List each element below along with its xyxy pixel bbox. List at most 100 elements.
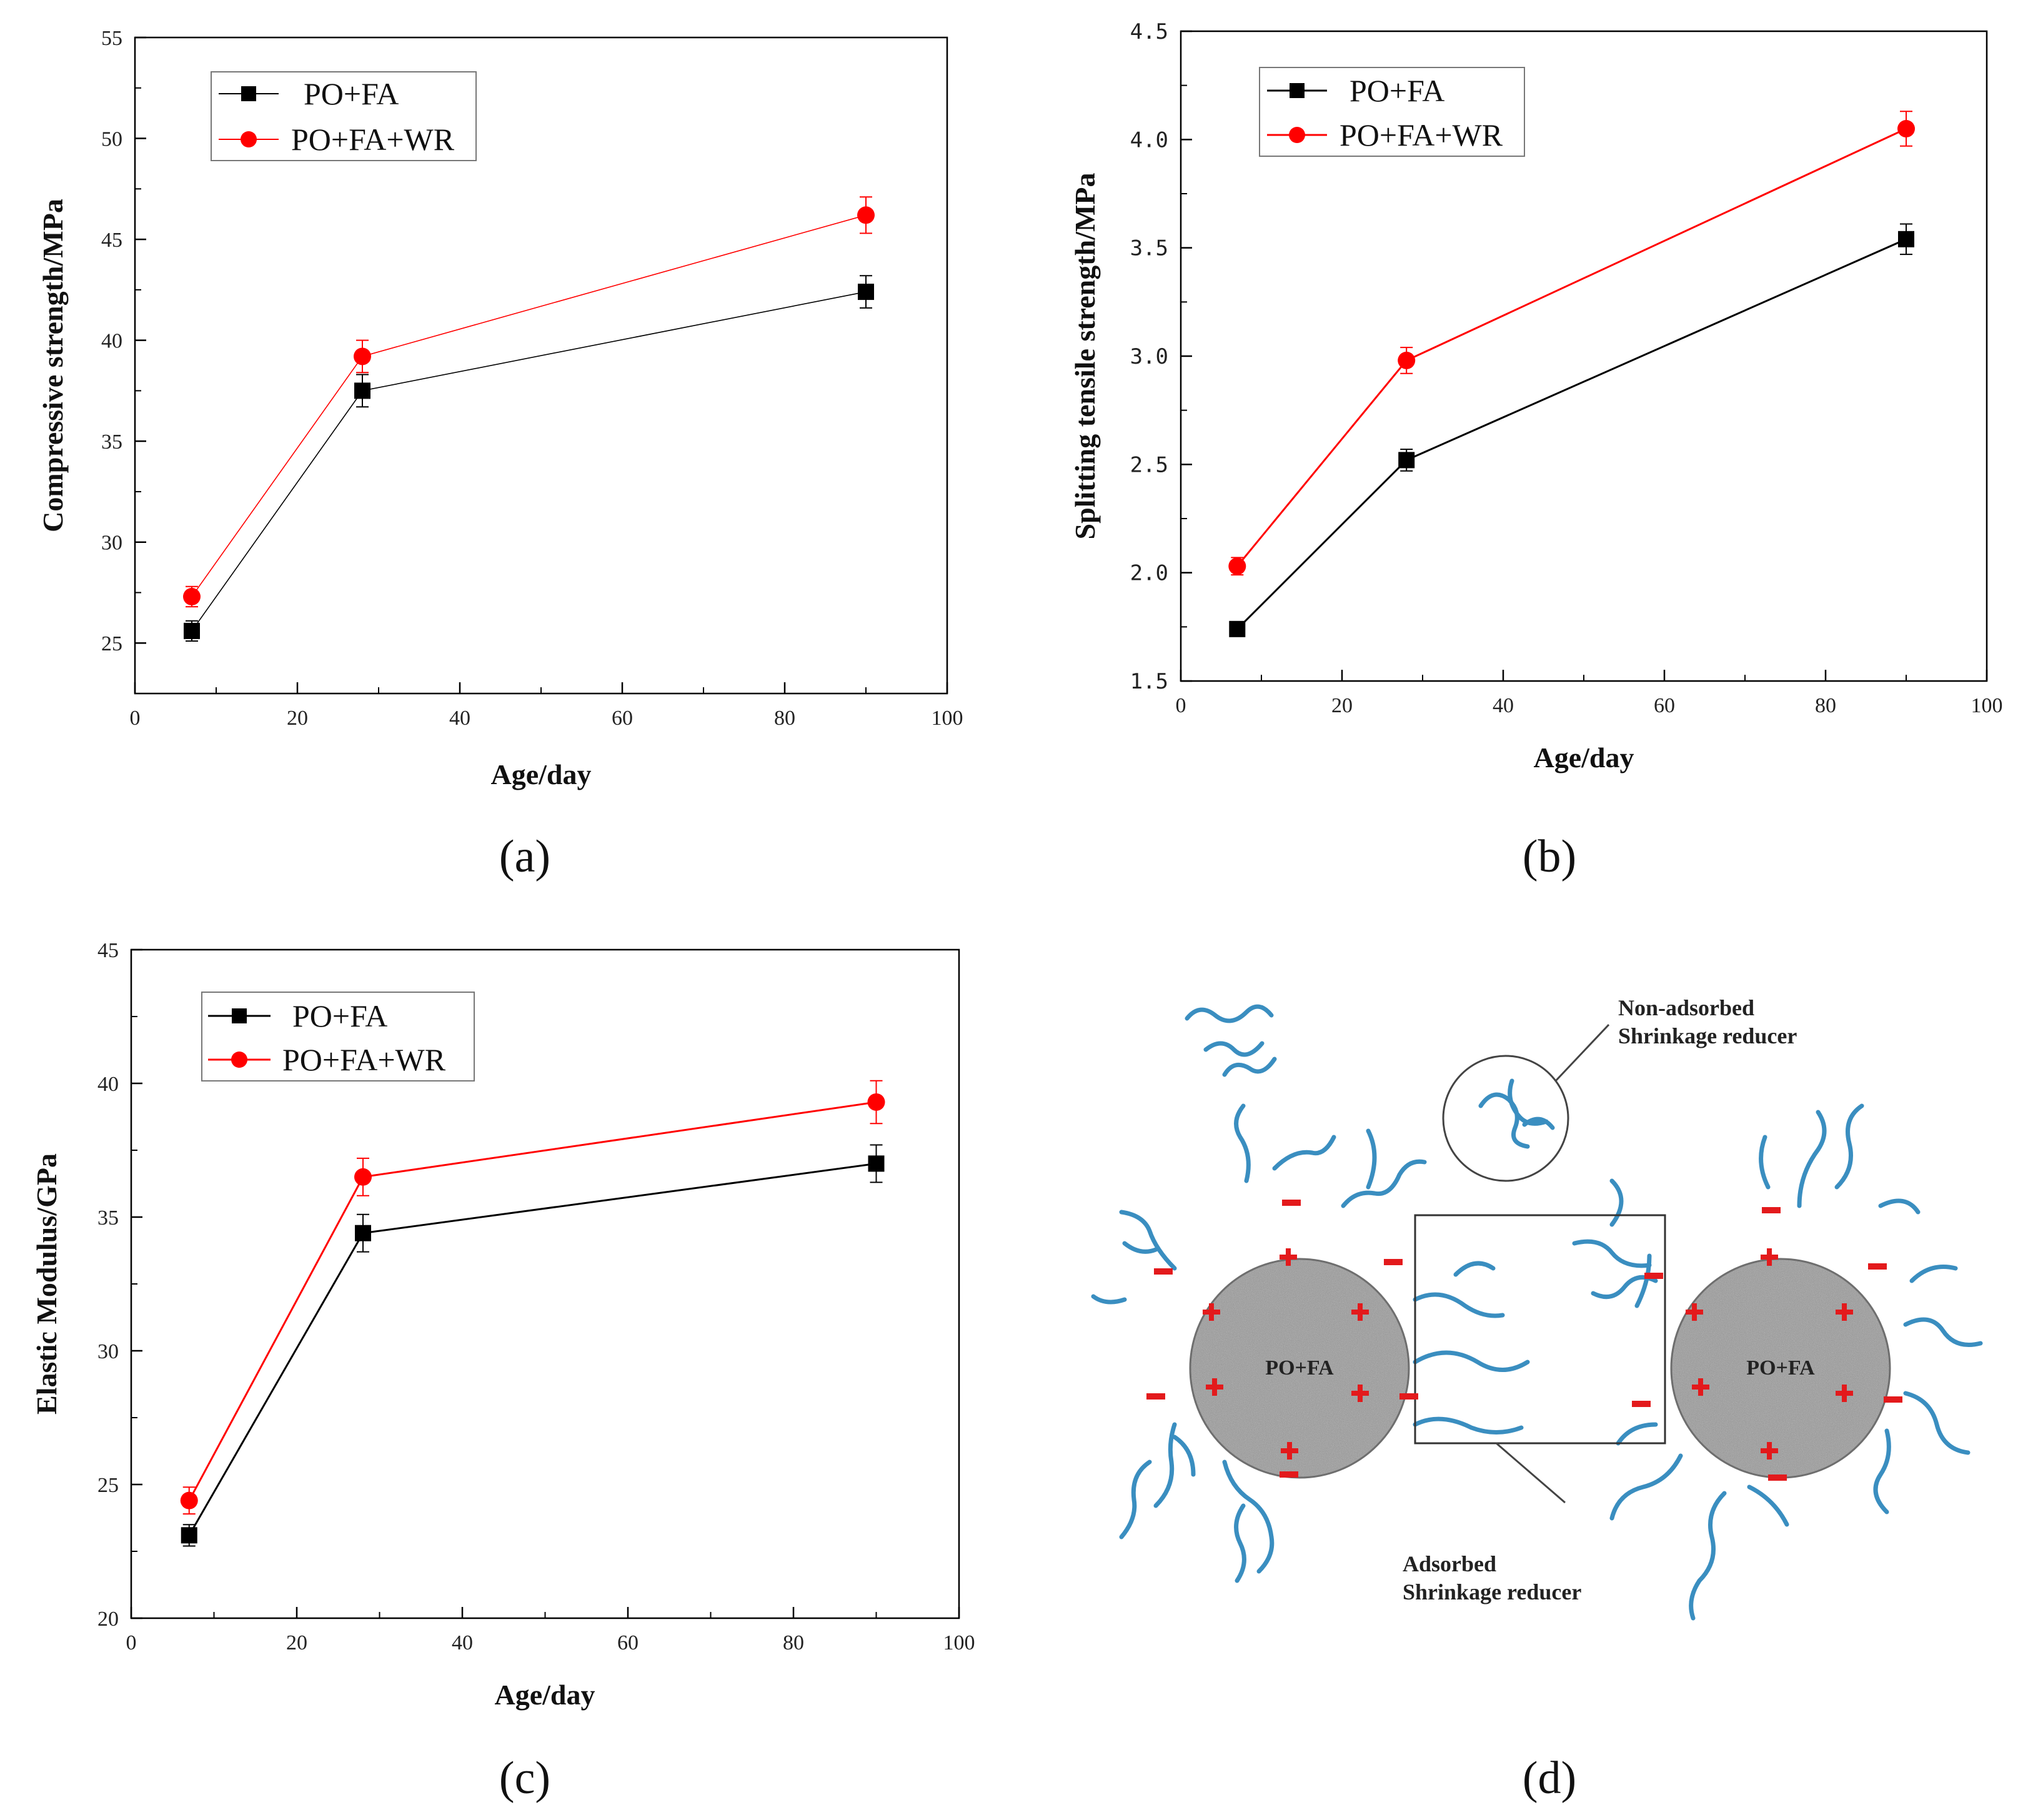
legend-label-po-fa-wr: PO+FA+WR xyxy=(282,1042,446,1077)
x-tick-label: 100 xyxy=(1971,694,2003,717)
data-point xyxy=(355,1225,371,1241)
legend-circle-marker xyxy=(231,1052,247,1068)
particle-label: PO+FA xyxy=(1265,1356,1334,1380)
series-marks xyxy=(180,1080,885,1547)
legend-label-po-fa: PO+FA xyxy=(292,998,387,1033)
axis-ticks: 0 20 40 60 80 100 20 25 30 35 40 45 xyxy=(97,939,975,1654)
chart-compressive-strength: 0 20 40 60 80 100 25 30 35 40 45 50 55 Age/day Compr… xyxy=(37,27,963,882)
legend-label-po-fa-wr: PO+FA+WR xyxy=(1340,117,1503,152)
panel-label-b: (b) xyxy=(1523,831,1576,882)
y-tick-label: 3.0 xyxy=(1130,344,1168,369)
y-tick-label: 45 xyxy=(97,939,119,962)
panel-label-d: (d) xyxy=(1523,1753,1576,1804)
y-tick-label: 40 xyxy=(101,330,122,353)
negative-charge-icon xyxy=(1762,1207,1781,1213)
particle-right: PO+FA xyxy=(1670,1258,1891,1479)
legend-label-po-fa: PO+FA xyxy=(1350,73,1444,108)
data-point xyxy=(867,1093,885,1111)
y-tick-label: 40 xyxy=(97,1073,119,1096)
callout-line xyxy=(1496,1442,1566,1504)
chart-elastic-modulus: 0 20 40 60 80 100 20 25 30 35 40 45 Age/day Elastic… xyxy=(31,939,975,1804)
positive-charge-icon xyxy=(1203,1303,1220,1321)
positive-charge-icon xyxy=(1351,1385,1369,1402)
legend-circle-marker xyxy=(1289,127,1305,143)
data-point xyxy=(183,587,201,605)
series-line-PO+FA+WR xyxy=(1236,127,1907,567)
particle-label: PO+FA xyxy=(1746,1356,1815,1380)
data-point xyxy=(1398,351,1416,369)
shrinkage-reducer-diagram: PO+FA PO+FA xyxy=(1091,995,1983,1804)
positive-charge-icon xyxy=(1761,1442,1778,1459)
series-marks xyxy=(183,196,875,642)
x-tick-label: 20 xyxy=(1331,694,1353,717)
series-line-PO+FA xyxy=(1236,238,1907,630)
x-tick-label: 60 xyxy=(1654,694,1675,717)
series-line-PO+FA xyxy=(188,1162,877,1536)
y-tick-label: 30 xyxy=(97,1340,119,1363)
legend-circle-marker xyxy=(241,131,257,147)
series-line-PO+FA+WR xyxy=(191,214,867,597)
y-tick-label: 2.0 xyxy=(1130,561,1168,586)
data-point xyxy=(1229,620,1246,637)
non-adsorbed-label-line1: Non-adsorbed xyxy=(1618,995,1754,1020)
x-tick-label: 80 xyxy=(783,1631,804,1654)
x-axis-label: Age/day xyxy=(495,1679,595,1711)
y-axis-label: Compressive strength/MPa xyxy=(37,199,69,532)
axis-ticks: 0 20 40 60 80 100 25 30 35 40 45 50 55 xyxy=(101,27,963,730)
y-tick-label: 2.5 xyxy=(1130,452,1168,477)
negative-charge-icon xyxy=(1154,1268,1173,1275)
legend-box xyxy=(201,992,475,1082)
positive-charge-icon xyxy=(1761,1248,1778,1266)
data-point xyxy=(354,382,370,399)
data-point xyxy=(857,206,875,224)
x-tick-label: 100 xyxy=(932,707,963,730)
positive-charge-icon xyxy=(1836,1303,1853,1321)
x-tick-label: 0 xyxy=(130,707,141,730)
y-tick-label: 4.0 xyxy=(1130,127,1168,152)
y-tick-label: 25 xyxy=(101,632,122,655)
inset-magnifier-circle xyxy=(1442,1055,1569,1182)
legend: PO+FA PO+FA+WR xyxy=(211,71,477,161)
y-tick-label: 1.5 xyxy=(1130,669,1168,694)
y-tick-label: 4.5 xyxy=(1130,19,1168,44)
negative-charge-icon xyxy=(1884,1396,1902,1403)
x-tick-label: 40 xyxy=(1493,694,1514,717)
x-tick-label: 100 xyxy=(943,1631,975,1654)
x-tick-label: 0 xyxy=(126,1631,137,1654)
x-tick-label: 80 xyxy=(774,707,795,730)
data-point xyxy=(1228,557,1246,575)
x-tick-label: 20 xyxy=(286,1631,307,1654)
negative-charge-icon xyxy=(1868,1263,1887,1270)
inset-box xyxy=(1414,1214,1666,1445)
legend-square-marker xyxy=(241,86,256,101)
positive-charge-icon xyxy=(1692,1378,1709,1396)
y-tick-label: 30 xyxy=(101,532,122,555)
data-point xyxy=(354,1168,372,1186)
negative-charge-icon xyxy=(1399,1393,1418,1400)
panel-label-a: (a) xyxy=(499,831,550,882)
data-point xyxy=(1398,452,1415,469)
legend: PO+FA PO+FA+WR xyxy=(201,992,475,1082)
positive-charge-icon xyxy=(1281,1442,1298,1459)
legend-label-po-fa: PO+FA xyxy=(304,76,399,111)
positive-charge-icon xyxy=(1351,1303,1369,1321)
data-point xyxy=(868,1155,885,1172)
legend: PO+FA PO+FA+WR xyxy=(1259,67,1525,157)
series-line-PO+FA xyxy=(191,291,867,632)
x-tick-label: 40 xyxy=(449,707,470,730)
negative-charge-icon xyxy=(1384,1259,1403,1265)
axis-ticks: 0 20 40 60 80 100 1.5 2.0 2.5 3.0 3.5 4.0 4.5 xyxy=(1130,19,2003,717)
non-adsorbed-label-line2: Shrinkage reducer xyxy=(1618,1023,1797,1048)
data-point xyxy=(1897,120,1915,137)
legend-square-marker xyxy=(1290,83,1305,98)
legend-square-marker xyxy=(232,1008,247,1023)
data-point xyxy=(858,284,874,301)
positive-charge-icon xyxy=(1686,1303,1703,1321)
particle-left: PO+FA xyxy=(1189,1258,1410,1479)
data-point xyxy=(180,1491,198,1509)
x-tick-label: 40 xyxy=(452,1631,473,1654)
y-tick-label: 50 xyxy=(101,128,122,151)
data-point xyxy=(1898,231,1914,247)
positive-charge-icon xyxy=(1206,1378,1223,1396)
